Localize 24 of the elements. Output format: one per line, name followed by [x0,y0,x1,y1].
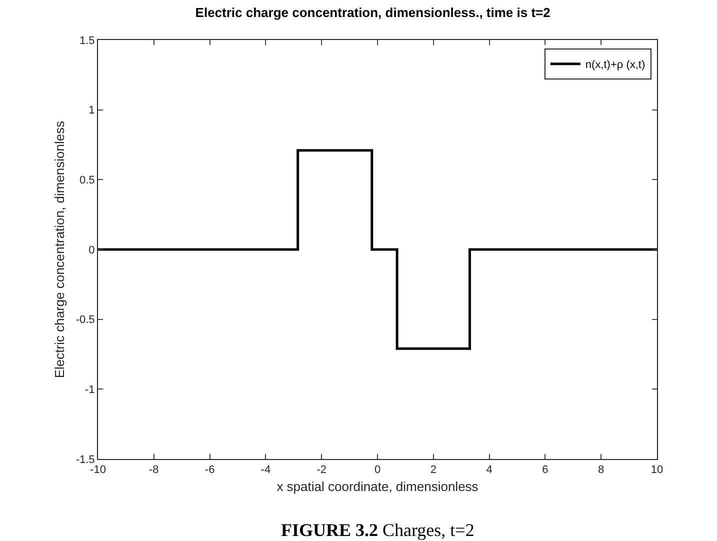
x-tick-label: -8 [149,464,159,476]
y-axis-title: Electric charge concentration, dimensionless [52,120,67,378]
x-tick-label: -6 [204,464,215,476]
y-tick-label: 1 [88,104,95,117]
x-tick-label: 10 [650,464,664,476]
y-tick-label: -1 [85,384,95,396]
legend-label: n(x,t)+ρ (x,t) [585,59,646,72]
x-tick-label: 0 [374,464,381,476]
x-tick-label: 8 [598,464,604,476]
chart-title: Electric charge concentration, dimensionless., time is t=2 [195,5,550,20]
x-tick-label: 2 [430,464,436,476]
text: Charges, t=2 [382,520,474,540]
x-tick-label: -2 [316,464,326,476]
x-axis-title: x spatial coordinate, dimensionless [276,478,479,494]
x-tick-label: -10 [90,464,106,476]
x-tick-label: 4 [486,464,492,476]
y-tick-label: 0 [88,244,95,256]
y-tick-label: 0.5 [80,174,95,187]
y-tick-label: -0.5 [76,314,95,326]
y-tick-label: 1.5 [80,34,95,47]
y-tick-label: -1.5 [76,454,95,466]
x-tick-label: 6 [542,464,548,476]
x-tick-label: -4 [260,464,271,476]
caption: FIGURE 3.2 [281,520,378,540]
